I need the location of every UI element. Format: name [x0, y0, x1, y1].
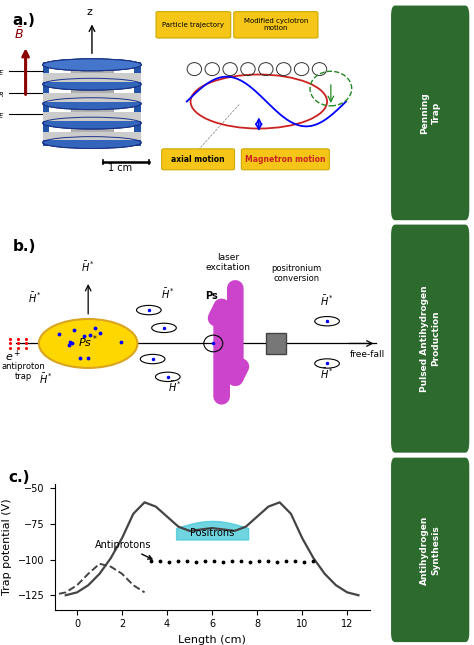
Bar: [135, 61, 141, 146]
Text: a.): a.): [12, 13, 35, 28]
Ellipse shape: [43, 78, 141, 90]
Text: antiproton
trap: antiproton trap: [2, 362, 46, 381]
FancyBboxPatch shape: [391, 458, 469, 642]
Ellipse shape: [43, 137, 141, 148]
Bar: [43, 74, 141, 82]
Text: z: z: [86, 7, 92, 17]
Text: Ps: Ps: [205, 291, 218, 301]
Text: b.): b.): [12, 239, 36, 254]
Text: Antiprotons: Antiprotons: [95, 540, 152, 559]
Text: $e^+$: $e^+$: [5, 349, 21, 364]
Text: Modified cyclotron
motion: Modified cyclotron motion: [244, 18, 308, 32]
Text: free-fall: free-fall: [350, 350, 385, 359]
Bar: [43, 61, 49, 146]
Bar: [43, 112, 141, 121]
X-axis label: Length (cm): Length (cm): [178, 635, 246, 645]
Ellipse shape: [43, 117, 141, 129]
Text: $\bar{H}^*$: $\bar{H}^*$: [320, 293, 334, 308]
FancyBboxPatch shape: [265, 333, 286, 354]
Text: $\bar{H}^*$: $\bar{H}^*$: [81, 260, 95, 274]
Text: Magnetron motion: Magnetron motion: [245, 155, 326, 164]
FancyBboxPatch shape: [241, 149, 329, 170]
FancyBboxPatch shape: [156, 12, 231, 38]
Text: axial motion: axial motion: [171, 155, 225, 164]
FancyBboxPatch shape: [234, 12, 318, 38]
Ellipse shape: [43, 98, 141, 110]
Ellipse shape: [43, 59, 141, 71]
Bar: [71, 64, 113, 143]
Text: $\bar{H}^*$: $\bar{H}^*$: [161, 287, 175, 301]
Text: Penning
Trap: Penning Trap: [420, 92, 440, 134]
Text: $\bar{H}^*$: $\bar{H}^*$: [168, 381, 182, 395]
Text: Positrons: Positrons: [190, 528, 234, 538]
Text: $\bar{H}^*$: $\bar{H}^*$: [28, 292, 42, 306]
Text: Antihydrogen
Synthesis: Antihydrogen Synthesis: [420, 515, 440, 584]
FancyBboxPatch shape: [162, 149, 235, 170]
Text: $V_R$: $V_R$: [0, 86, 5, 100]
Text: 1 cm: 1 cm: [109, 163, 132, 173]
Bar: [43, 93, 141, 101]
FancyBboxPatch shape: [391, 224, 469, 453]
Text: $\bar{B}$: $\bar{B}$: [14, 26, 24, 42]
Text: $\bar{H}^*$: $\bar{H}^*$: [320, 367, 334, 381]
Text: positronium
conversion: positronium conversion: [272, 264, 322, 283]
Text: $Ps^*$: $Ps^*$: [78, 333, 98, 350]
Y-axis label: Trap potential (V): Trap potential (V): [2, 499, 12, 595]
Text: Pulsed Antihydrogen
Production: Pulsed Antihydrogen Production: [420, 285, 440, 392]
Bar: [43, 132, 141, 141]
Text: $\bar{H}^*$: $\bar{H}^*$: [39, 372, 54, 386]
Text: $V_{CE}$: $V_{CE}$: [0, 64, 5, 78]
Ellipse shape: [43, 59, 141, 71]
Text: Particle trajectory: Particle trajectory: [163, 22, 224, 28]
Text: laser
excitation: laser excitation: [206, 253, 251, 272]
Ellipse shape: [39, 319, 137, 368]
Text: c.): c.): [9, 470, 30, 484]
Text: $V_{CE}$: $V_{CE}$: [0, 108, 5, 121]
FancyBboxPatch shape: [391, 6, 469, 220]
